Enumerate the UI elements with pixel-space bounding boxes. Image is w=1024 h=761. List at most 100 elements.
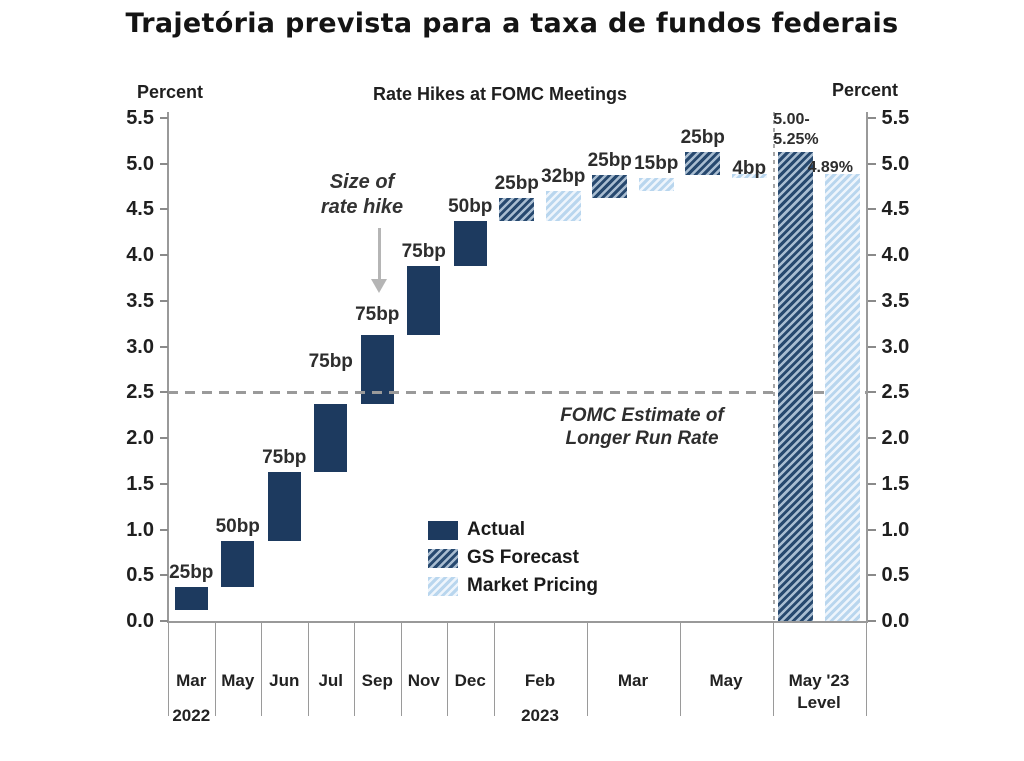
y-tick-left <box>160 391 168 394</box>
column-divider <box>354 621 355 716</box>
y-tick-label-right: 1.0 <box>882 519 932 541</box>
y-tick-label-left: 2.5 <box>106 381 154 403</box>
x-tick-label: May <box>215 670 262 692</box>
bar-label-line: 50bp <box>448 195 493 217</box>
y-tick-right <box>867 437 876 439</box>
y-tick-right <box>867 482 876 485</box>
bar-market <box>545 191 581 221</box>
y-tick-label-right-line: 5.0 <box>881 152 910 175</box>
x-tick-label: Mar <box>168 670 215 692</box>
bar-market <box>731 174 767 178</box>
fomc-longer-run-label-line: Longer Run Rate <box>565 428 719 449</box>
y-tick-label-right: 3.0 <box>882 336 932 358</box>
bar-gs <box>592 174 628 198</box>
legend-label: Market Pricing <box>467 575 598 596</box>
y-tick-left <box>160 482 168 485</box>
x-tick-label-line: May <box>709 671 743 690</box>
y-tick-label-left-line: 4.5 <box>126 198 154 221</box>
bar-label-line: 25bp <box>169 561 214 583</box>
bar-label: 25bp <box>658 128 748 148</box>
column-divider <box>214 621 216 716</box>
x-tick-label-line: Sep <box>361 671 393 690</box>
x-tick-label: Dec <box>447 670 494 692</box>
y-tick-label-right: 4.5 <box>882 198 932 220</box>
y-tick-label-right-line: 0.5 <box>881 564 910 587</box>
y-tick-label-left: 0.0 <box>106 610 154 632</box>
bar-label-line: 75bp <box>262 447 307 469</box>
legend-item-actual: Actual <box>428 516 598 544</box>
column-divider <box>400 621 402 716</box>
x-tick-label-line: Nov <box>407 671 440 690</box>
y-tick-right <box>867 391 876 394</box>
size-of-rate-hike-label: Size of rate hike <box>292 170 432 220</box>
actual-swatch-icon <box>428 520 458 540</box>
bar-label: 75bp <box>239 448 329 468</box>
bar-label: 4bp <box>704 159 794 179</box>
left-axis-caption: Percent <box>136 82 204 102</box>
y-tick-left <box>160 162 168 165</box>
y-tick-label-right-line: 3.0 <box>881 335 910 358</box>
annotation-arrow-head-icon <box>371 279 387 293</box>
bar-label: 50bp <box>425 195 515 217</box>
y-tick-label-left-line: 3.0 <box>126 335 154 358</box>
y-tick-label-left-line: 2.0 <box>126 427 154 449</box>
x-tick-label: Jul <box>308 670 355 692</box>
y-tick-left <box>160 574 168 577</box>
x-tick-label-line: Mar <box>617 671 649 690</box>
y-tick-label-right: 0.5 <box>882 564 932 586</box>
bar-label-line: 25bp <box>587 149 632 171</box>
y-tick-label-left-line: 2.5 <box>126 381 154 404</box>
y-tick-label-left: 3.0 <box>106 336 154 358</box>
market-swatch-icon <box>428 576 458 596</box>
chart-title: Rate Hikes at FOMC Meetings <box>372 84 628 104</box>
y-tick-label-left-line: 1.5 <box>126 472 154 495</box>
page-title: Trajetória prevista para a taxa de fundo… <box>125 8 899 39</box>
bar-label-line: 75bp <box>308 350 353 372</box>
x-tick-label: Mar <box>587 670 680 692</box>
bar-label: 75bp <box>332 305 422 325</box>
x-tick-label-line: Jul <box>318 671 344 690</box>
y-tick-label-left-line: 3.5 <box>126 289 154 312</box>
y-tick-label-left: 4.0 <box>106 244 154 266</box>
y-tick-label-right-line: 0.0 <box>881 610 910 632</box>
y-tick-label-right: 5.0 <box>882 153 932 175</box>
y-tick-label-left: 3.5 <box>106 290 154 312</box>
x-tick-label: May '23 Level <box>773 670 866 714</box>
bar-label: 5.00- 5.25% <box>773 110 853 150</box>
bar-actual <box>267 472 301 541</box>
y-tick-left <box>160 208 168 211</box>
fomc-longer-run-label-line: FOMC Estimate of <box>560 405 724 426</box>
bar-label: 15bp <box>611 152 701 174</box>
legend-label: GS Forecast <box>467 547 579 568</box>
bar-actual <box>407 266 441 336</box>
y-axis-left <box>167 112 169 621</box>
column-divider <box>307 621 309 716</box>
y-tick-label-right-line: 4.5 <box>881 198 910 221</box>
x-tick-label-line: May '23 <box>788 671 850 690</box>
y-tick-label-right: 1.5 <box>882 473 932 495</box>
y-tick-label-left-line: 5.0 <box>126 152 154 175</box>
bar-actual <box>174 586 208 610</box>
y-tick-right <box>867 254 876 256</box>
x-tick-label: Nov <box>401 670 448 692</box>
y-tick-label-left-line: 1.0 <box>126 518 154 541</box>
y-tick-label-left: 5.0 <box>106 153 154 175</box>
y-tick-right <box>867 162 876 165</box>
y-tick-right <box>867 574 876 577</box>
x-tick-label: Sep <box>354 670 401 692</box>
y-tick-label-left: 4.5 <box>106 198 154 220</box>
column-divider <box>493 621 495 716</box>
bar-label-line: 15bp <box>634 152 679 174</box>
y-tick-label-right-line: 5.5 <box>881 106 910 129</box>
fomc-longer-run-label: FOMC Estimate of Longer Run Rate <box>482 404 802 450</box>
bar-label-line: 75bp <box>355 304 400 326</box>
y-tick-label-left-line: 4.0 <box>126 244 154 266</box>
legend: Actual GS Forecast Market Pricing <box>428 516 598 600</box>
bar-label-line: 50bp <box>215 515 260 537</box>
y-tick-label-right: 0.0 <box>882 610 932 632</box>
bar-label: 75bp <box>286 350 376 372</box>
y-tick-label-right: 5.5 <box>882 107 932 129</box>
year-label: 2023 <box>494 706 587 726</box>
